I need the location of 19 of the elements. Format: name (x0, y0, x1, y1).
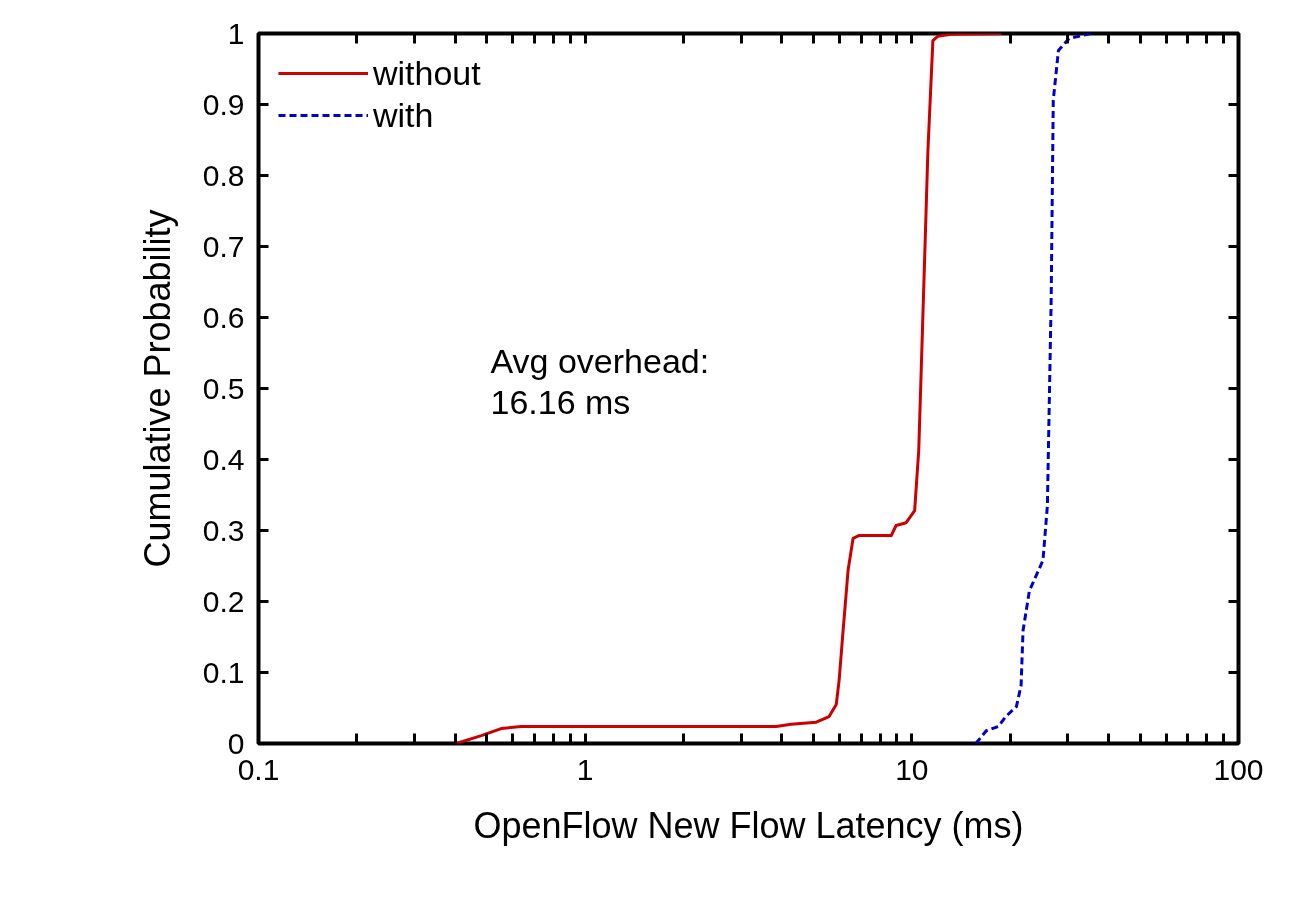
y-tick-label: 0.5 (202, 371, 245, 405)
y-tick-label: 0.9 (202, 87, 245, 121)
x-tick-label: 100 (1213, 752, 1264, 786)
y-tick-label: 0.1 (202, 655, 245, 689)
y-tick-label: 0.6 (202, 300, 245, 334)
y-tick-label: 1 (227, 16, 245, 50)
y-tick-label: 0.4 (202, 442, 245, 476)
y-tick-label: 0 (227, 726, 245, 760)
x-tick-label: 1 (576, 752, 594, 786)
y-tick-label: 0.2 (202, 584, 245, 618)
annotation: Avg overhead: 16.16 ms (490, 341, 710, 422)
legend-label: with (373, 95, 434, 135)
y-tick-label: 0.7 (202, 229, 245, 263)
x-axis-title: OpenFlow New Flow Latency (ms) (473, 804, 1024, 846)
legend-label: without (373, 53, 481, 93)
y-tick-label: 0.3 (202, 513, 245, 547)
y-axis-title: Cumulative Probability (136, 209, 178, 568)
y-tick-label: 0.8 (202, 158, 245, 192)
x-tick-label: 10 (895, 752, 929, 786)
